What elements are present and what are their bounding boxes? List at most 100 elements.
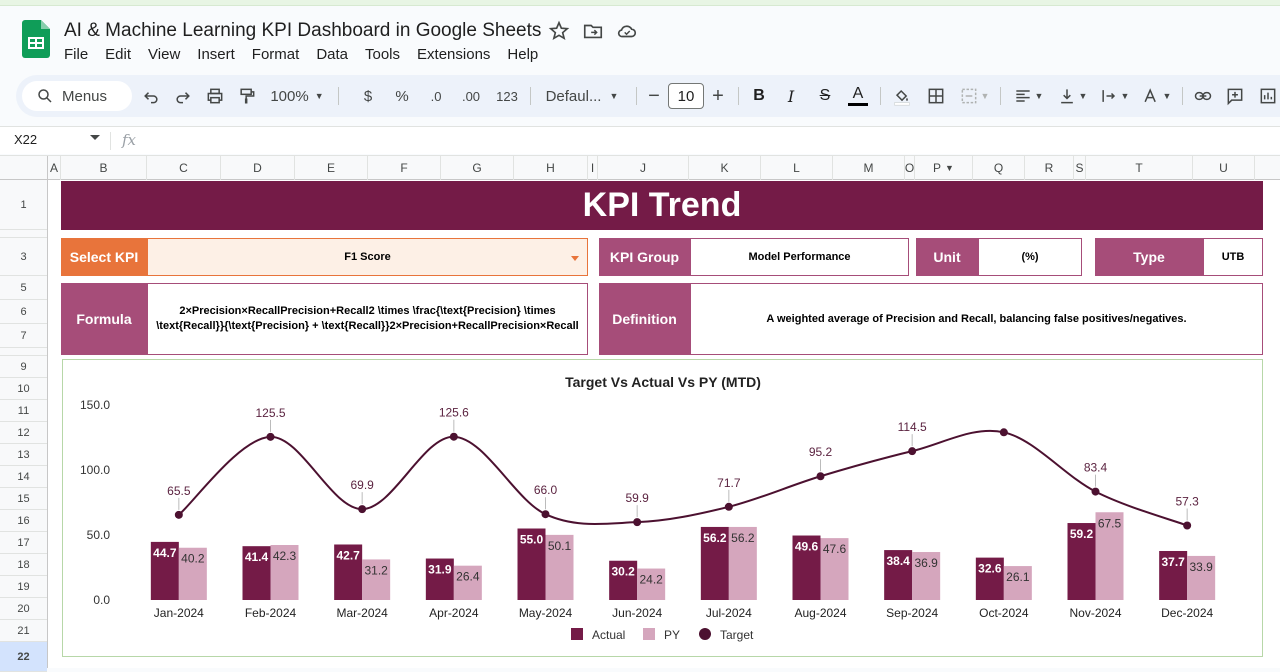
- column-header-k[interactable]: K: [689, 156, 761, 180]
- column-header-q[interactable]: Q: [973, 156, 1025, 180]
- row-header-2[interactable]: [0, 230, 47, 238]
- menu-insert[interactable]: Insert: [197, 46, 235, 63]
- move-folder-icon[interactable]: [582, 20, 604, 42]
- sheet-grid[interactable]: KPI Trend Select KPI F1 Score KPI Group …: [48, 180, 1280, 668]
- text-wrapping-button[interactable]: ▼: [1096, 75, 1132, 117]
- column-header-r[interactable]: R: [1025, 156, 1074, 180]
- row-header-22[interactable]: 22: [0, 642, 47, 672]
- decrease-font-size-button[interactable]: −: [644, 75, 664, 117]
- column-header-o[interactable]: O: [905, 156, 915, 180]
- font-select[interactable]: Defaul... ▼: [540, 75, 624, 117]
- formula-input[interactable]: [150, 131, 1250, 151]
- menu-help[interactable]: Help: [507, 46, 539, 63]
- insert-link-button[interactable]: [1190, 75, 1216, 117]
- currency-format-button[interactable]: $: [363, 87, 373, 105]
- merge-cells-button[interactable]: ▼: [956, 75, 992, 117]
- undo-button[interactable]: [138, 75, 164, 117]
- row-header-11[interactable]: 11: [0, 400, 47, 422]
- more-formats-button[interactable]: 123: [496, 88, 518, 104]
- menu-tools[interactable]: Tools: [365, 46, 401, 63]
- increase-decimal-button[interactable]: .00: [461, 88, 481, 104]
- chevron-down-icon: ▼: [1034, 91, 1044, 101]
- actual-data-label: 55.0: [520, 533, 544, 547]
- column-header-s[interactable]: S: [1074, 156, 1086, 180]
- row-header-8[interactable]: [0, 348, 47, 356]
- menu-format[interactable]: Format: [251, 46, 300, 63]
- percent-format-button[interactable]: %: [395, 87, 409, 105]
- column-header-t[interactable]: T: [1086, 156, 1193, 180]
- formula-label: Formula: [61, 283, 147, 355]
- column-header-j[interactable]: J: [598, 156, 689, 180]
- column-header-d[interactable]: D: [221, 156, 295, 180]
- column-header-p[interactable]: P ▼: [915, 156, 973, 180]
- column-header-b[interactable]: B: [61, 156, 147, 180]
- redo-button[interactable]: [170, 75, 196, 117]
- x-tick-label: Nov-2024: [1069, 606, 1121, 620]
- cloud-status-icon[interactable]: [616, 20, 638, 42]
- column-header-f[interactable]: F: [368, 156, 441, 180]
- select-all-corner[interactable]: [0, 156, 48, 180]
- star-icon[interactable]: [548, 20, 570, 42]
- row-header-17[interactable]: 17: [0, 532, 47, 554]
- print-button[interactable]: [202, 75, 228, 117]
- decrease-decimal-button[interactable]: .0: [430, 88, 442, 104]
- select-kpi-dropdown[interactable]: F1 Score: [147, 238, 588, 276]
- filter-dropdown-icon[interactable]: ▼: [945, 163, 954, 173]
- horizontal-align-button[interactable]: ▼: [1010, 75, 1046, 117]
- name-box[interactable]: X22: [14, 132, 38, 147]
- zoom-select[interactable]: 100% ▼: [270, 75, 324, 117]
- column-header-u[interactable]: U: [1193, 156, 1255, 180]
- font-size-input[interactable]: 10: [668, 83, 704, 109]
- row-header-5[interactable]: 5: [0, 276, 47, 300]
- text-color-button[interactable]: A: [846, 75, 870, 117]
- row-header-18[interactable]: 18: [0, 554, 47, 576]
- row-header-7[interactable]: 7: [0, 324, 47, 348]
- menu-view[interactable]: View: [148, 46, 181, 63]
- row-header-21[interactable]: 21: [0, 620, 47, 642]
- kpi-trend-chart[interactable]: Target Vs Actual Vs PY (MTD) 0.0 50.0 100.0…: [62, 359, 1263, 657]
- insert-chart-button[interactable]: [1256, 75, 1280, 117]
- column-header-l[interactable]: L: [761, 156, 833, 180]
- row-header-12[interactable]: 12: [0, 422, 47, 444]
- italic-button[interactable]: I: [780, 75, 802, 117]
- increase-font-size-button[interactable]: +: [708, 75, 728, 117]
- column-header-g[interactable]: G: [441, 156, 514, 180]
- target-data-label: 69.9: [350, 478, 374, 492]
- menu-data[interactable]: Data: [316, 46, 348, 63]
- row-header-14[interactable]: 14: [0, 466, 47, 488]
- strikethrough-button[interactable]: S: [814, 75, 836, 117]
- row-header-15[interactable]: 15: [0, 488, 47, 510]
- borders-button[interactable]: [924, 75, 948, 117]
- document-title[interactable]: AI & Machine Learning KPI Dashboard in G…: [64, 20, 542, 41]
- insert-comment-button[interactable]: [1222, 75, 1248, 117]
- row-header-9[interactable]: 9: [0, 356, 47, 378]
- row-header-20[interactable]: 20: [0, 598, 47, 620]
- row-header-10[interactable]: 10: [0, 378, 47, 400]
- menu-file[interactable]: File: [64, 46, 89, 63]
- row-header-6[interactable]: 6: [0, 300, 47, 324]
- row-header-13[interactable]: 13: [0, 444, 47, 466]
- fill-color-button[interactable]: [890, 75, 914, 117]
- select-kpi-value: F1 Score: [344, 251, 391, 263]
- row-header-1[interactable]: 1: [0, 180, 47, 230]
- target-point: [358, 505, 367, 514]
- column-header-m[interactable]: M: [833, 156, 905, 180]
- menu-extensions[interactable]: Extensions: [417, 46, 491, 63]
- column-header-c[interactable]: C: [147, 156, 221, 180]
- chevron-down-icon[interactable]: [571, 256, 579, 261]
- row-header-16[interactable]: 16: [0, 510, 47, 532]
- column-header-a[interactable]: A: [48, 156, 61, 180]
- menu-edit[interactable]: Edit: [105, 46, 132, 63]
- bold-button[interactable]: B: [748, 75, 770, 117]
- row-header-19[interactable]: 19: [0, 576, 47, 598]
- column-header-h[interactable]: H: [514, 156, 588, 180]
- paint-format-button[interactable]: [234, 75, 260, 117]
- search-menus-button[interactable]: Menus: [22, 81, 132, 111]
- text-rotation-button[interactable]: ▼: [1138, 75, 1174, 117]
- column-header-i[interactable]: I: [588, 156, 598, 180]
- column-header-e[interactable]: E: [295, 156, 368, 180]
- vertical-align-button[interactable]: ▼: [1054, 75, 1090, 117]
- sheets-logo-icon[interactable]: [22, 20, 50, 58]
- chevron-down-icon[interactable]: [90, 135, 100, 140]
- row-header-3[interactable]: 3: [0, 238, 47, 276]
